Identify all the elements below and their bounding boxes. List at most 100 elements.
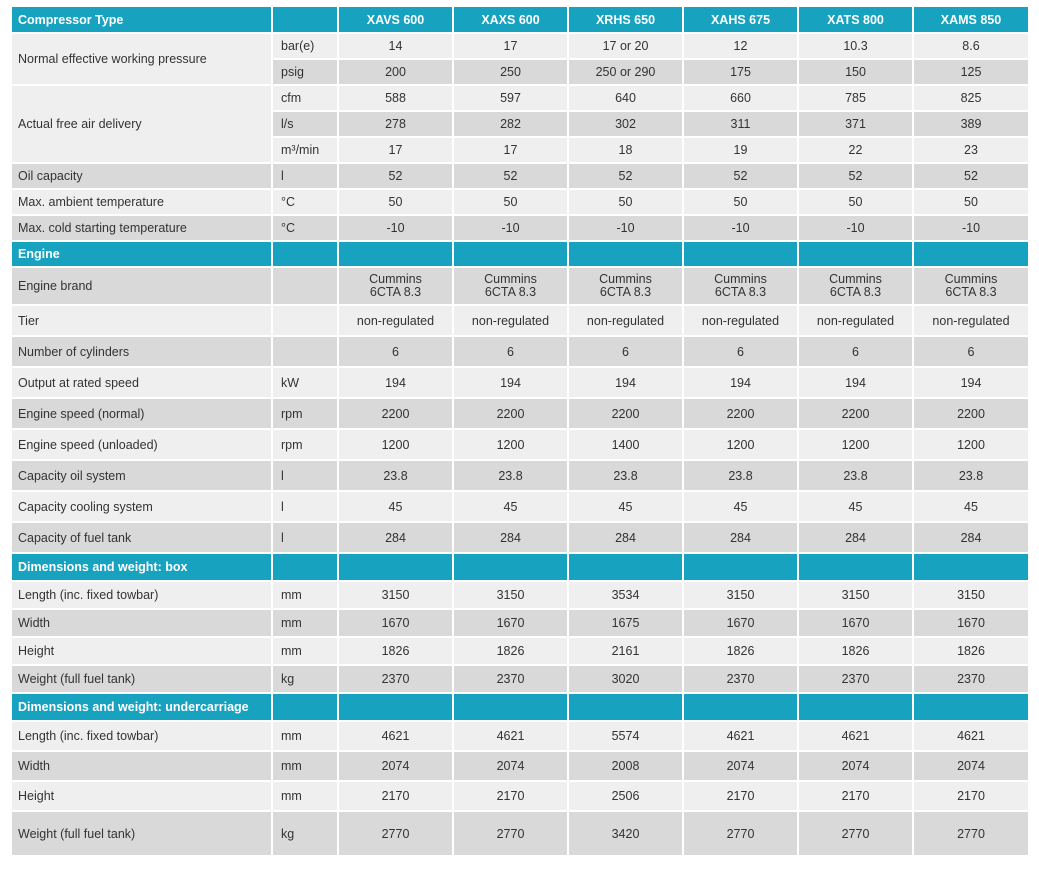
spec-row-height: Height mm 1826 1826 2161 1826 1826 1826	[12, 637, 1030, 666]
value-cell: 1826	[798, 637, 914, 666]
section-title: Dimensions and weight: undercarriage	[12, 693, 273, 722]
value-cell: 2200	[453, 398, 569, 430]
row-label: Height	[12, 637, 273, 666]
value-cell: 23	[913, 137, 1030, 164]
value-cell: 194	[683, 367, 799, 399]
value-cell: 2170	[453, 781, 569, 812]
pressure-row: psig 200 250 250 or 290 175 150 125	[12, 59, 1030, 86]
value-cell: 50	[798, 189, 914, 216]
value-cell: 2170	[798, 781, 914, 812]
value-cell: 23.8	[798, 460, 914, 492]
header-unit-cell	[272, 7, 339, 34]
section-title: Dimensions and weight: box	[12, 553, 273, 582]
value-cell: 2161	[568, 637, 684, 666]
value-cell: 45	[798, 491, 914, 523]
value-cell: 278	[338, 111, 454, 138]
value-cell: 2200	[798, 398, 914, 430]
value-cell: 125	[913, 59, 1030, 86]
spec-row-length-inc-fixed-towbar: Length (inc. fixed towbar) mm 3150 3150 3534…	[12, 581, 1030, 610]
engine-model-line: 6CTA 8.3	[714, 285, 767, 299]
table-title: Compressor Type	[12, 7, 273, 34]
row-unit: kW	[272, 367, 339, 399]
spec-row-output-at-rated-speed: Output at rated speed kW 194 194 194 194 194 19…	[12, 367, 1030, 399]
value-cell: 17 or 20	[568, 33, 684, 60]
value-cell: 284	[913, 522, 1030, 554]
value-cell: 17	[453, 33, 569, 60]
value-cell: 52	[683, 163, 799, 190]
spec-row-height: Height mm 2170 2170 2506 2170 2170 2170	[12, 781, 1030, 812]
row-unit: mm	[272, 581, 339, 610]
value-cell: 50	[913, 189, 1030, 216]
engine-model-line: 6CTA 8.3	[829, 285, 882, 299]
value-cell: 1826	[338, 637, 454, 666]
value-cell: 194	[798, 367, 914, 399]
value-cell: 2074	[798, 751, 914, 782]
engine-brand-line: Cummins	[829, 272, 882, 286]
engine-model-line: 6CTA 8.3	[484, 285, 537, 299]
value-cell: 52	[568, 163, 684, 190]
row-unit: rpm	[272, 398, 339, 430]
value-cell: 250	[453, 59, 569, 86]
value-cell: 2200	[568, 398, 684, 430]
value-cell: 1200	[683, 429, 799, 461]
spec-row-capacity-cooling-system: Capacity cooling system l 45 45 45 45 45 45	[12, 491, 1030, 523]
value-cell: 2770	[798, 811, 914, 857]
value-cell: 23.8	[913, 460, 1030, 492]
section-header-cell	[913, 553, 1030, 582]
section-header-cell	[568, 693, 684, 722]
value-cell: 1826	[683, 637, 799, 666]
section-header-cell	[453, 553, 569, 582]
row-unit: mm	[272, 721, 339, 752]
value-cell: 1826	[913, 637, 1030, 666]
value-cell: 2770	[913, 811, 1030, 857]
value-cell: 200	[338, 59, 454, 86]
value-cell: 2370	[913, 665, 1030, 694]
model-header: XAMS 850	[913, 7, 1030, 34]
value-cell: 22	[798, 137, 914, 164]
value-cell: 1670	[338, 609, 454, 638]
row-label: Length (inc. fixed towbar)	[12, 581, 273, 610]
engine-brand-line: Cummins	[369, 272, 422, 286]
value-cell: 45	[913, 491, 1030, 523]
model-header: XAXS 600	[453, 7, 569, 34]
engine-brand-cell: Cummins 6CTA 8.3	[338, 267, 454, 306]
value-cell: 250 or 290	[568, 59, 684, 86]
row-unit: l	[272, 522, 339, 554]
value-cell: 284	[683, 522, 799, 554]
section-header-cell	[338, 693, 454, 722]
value-cell: 6	[338, 336, 454, 368]
value-cell: 8.6	[913, 33, 1030, 60]
value-cell: 12	[683, 33, 799, 60]
spec-row-tier: Tier non-regulated non-regulated non-regula…	[12, 305, 1030, 337]
value-cell: non-regulated	[453, 305, 569, 337]
air-delivery-row: m³/min 17 17 18 19 22 23	[12, 137, 1030, 164]
row-unit: psig	[272, 59, 339, 86]
row-unit: mm	[272, 751, 339, 782]
value-cell: 19	[683, 137, 799, 164]
model-header: XAHS 675	[683, 7, 799, 34]
row-unit	[272, 336, 339, 368]
row-label: Weight (full fuel tank)	[12, 665, 273, 694]
spec-row-max-ambient-temperature: Max. ambient temperature °C 50 50 50 50 50 50	[12, 189, 1030, 216]
header-row: Compressor Type XAVS 600 XAXS 600 XRHS 650 X…	[12, 7, 1030, 34]
value-cell: 311	[683, 111, 799, 138]
value-cell: 2200	[913, 398, 1030, 430]
value-cell: non-regulated	[683, 305, 799, 337]
value-cell: 194	[338, 367, 454, 399]
row-label: Width	[12, 609, 273, 638]
row-label: Tier	[12, 305, 273, 337]
value-cell: 2370	[338, 665, 454, 694]
value-cell: 50	[683, 189, 799, 216]
value-cell: 50	[338, 189, 454, 216]
engine-brand-cell: Cummins 6CTA 8.3	[798, 267, 914, 306]
value-cell: 1670	[913, 609, 1030, 638]
value-cell: 660	[683, 85, 799, 112]
spec-row-length-inc-fixed-towbar: Length (inc. fixed towbar) mm 4621 4621 5574…	[12, 721, 1030, 752]
value-cell: 2770	[683, 811, 799, 857]
value-cell: 284	[453, 522, 569, 554]
value-cell: 1675	[568, 609, 684, 638]
value-cell: 3150	[683, 581, 799, 610]
value-cell: 52	[453, 163, 569, 190]
value-cell: 6	[683, 336, 799, 368]
section-header-cell	[338, 241, 454, 268]
